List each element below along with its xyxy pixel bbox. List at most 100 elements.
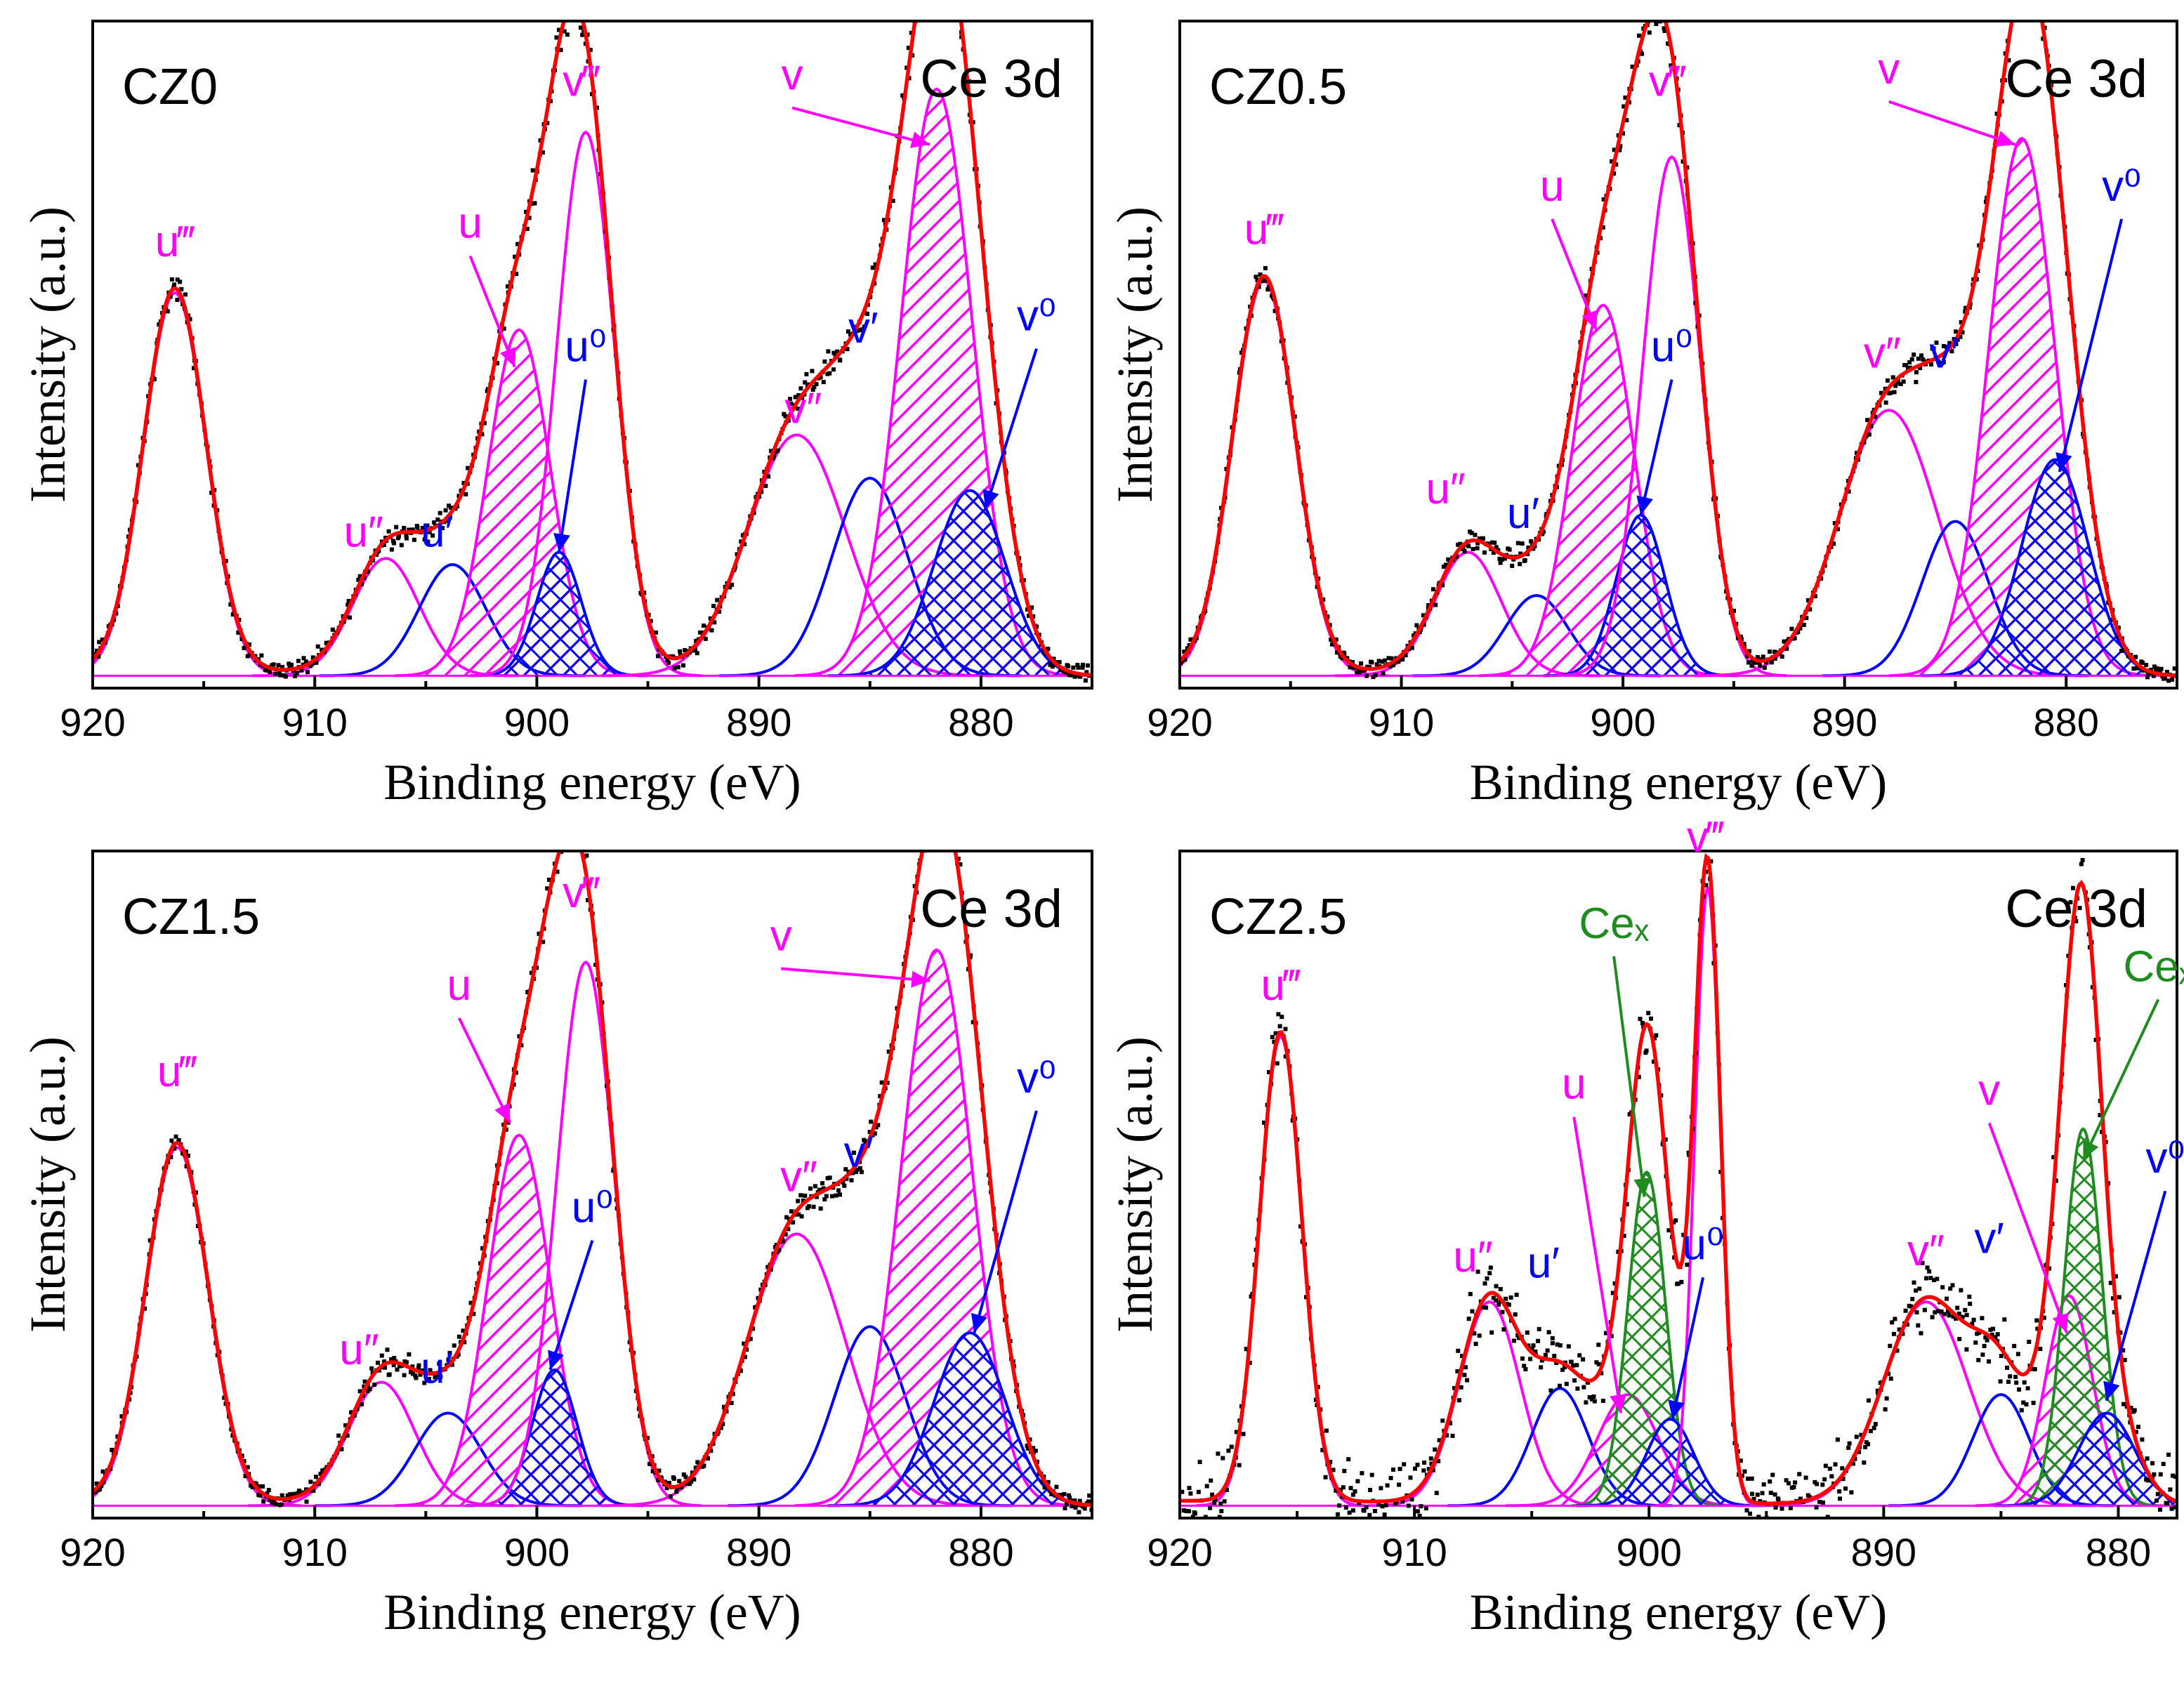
data-point xyxy=(94,648,99,653)
peak-label-v1: v′ xyxy=(1929,329,1959,377)
data-point xyxy=(169,277,174,282)
data-point xyxy=(683,648,688,652)
data-point xyxy=(506,284,510,289)
data-point xyxy=(1347,1510,1352,1515)
plot-frame xyxy=(1178,850,2178,1519)
data-point xyxy=(466,466,471,470)
data-point xyxy=(404,536,409,541)
data-point xyxy=(2166,1452,2171,1457)
data-point xyxy=(1536,1338,1541,1343)
data-point xyxy=(1838,1496,1842,1501)
data-point xyxy=(2171,1473,2175,1478)
data-point xyxy=(1421,613,1426,618)
data-point xyxy=(722,1404,726,1409)
data-point xyxy=(1247,1360,1252,1365)
data-point xyxy=(924,832,928,836)
data-point xyxy=(935,798,940,803)
data-point xyxy=(1262,1120,1266,1125)
data-point xyxy=(742,542,747,547)
data-point xyxy=(2079,862,2084,866)
data-point xyxy=(2014,0,2018,3)
data-point xyxy=(1450,1433,1455,1438)
data-point xyxy=(1850,1461,1855,1466)
data-point xyxy=(1415,1509,1420,1514)
data-point xyxy=(1987,1359,1992,1364)
data-point xyxy=(1886,1371,1891,1376)
data-point xyxy=(1514,1293,1519,1297)
data-point xyxy=(1049,1491,1054,1496)
data-point xyxy=(289,662,294,667)
data-point xyxy=(1545,1348,1550,1353)
data-point xyxy=(365,569,370,574)
data-point xyxy=(360,1402,364,1406)
data-point xyxy=(824,1194,829,1199)
data-point xyxy=(1489,1330,1494,1335)
data-point xyxy=(1780,1506,1784,1511)
data-point xyxy=(1084,670,1089,675)
data-point xyxy=(1914,1310,1919,1314)
data-point xyxy=(1958,334,1963,339)
data-point xyxy=(2155,1491,2160,1496)
data-point xyxy=(1927,1269,1932,1274)
data-point xyxy=(656,1478,661,1482)
data-point xyxy=(1334,637,1338,642)
data-point xyxy=(2006,58,2011,62)
data-point xyxy=(264,668,269,673)
data-point xyxy=(1575,1386,1580,1391)
data-point xyxy=(1778,1522,1782,1527)
data-point xyxy=(910,53,915,58)
annotation-arrow xyxy=(791,106,930,146)
data-point xyxy=(952,827,956,831)
annotation-arrowhead xyxy=(982,489,999,509)
data-point xyxy=(2071,885,2075,890)
peak-label-u2: u″ xyxy=(339,1326,379,1374)
data-point xyxy=(2136,666,2141,671)
data-point xyxy=(1909,1304,1914,1309)
data-point xyxy=(1654,1033,1659,1038)
data-point xyxy=(821,380,826,385)
data-point xyxy=(923,836,928,840)
peak-label-u1: u′ xyxy=(421,1344,453,1392)
data-point xyxy=(1523,1367,1528,1371)
x-tick-label: 910 xyxy=(1369,700,1434,744)
data-point xyxy=(267,1497,272,1502)
data-point xyxy=(525,990,530,994)
data-point xyxy=(1596,1361,1601,1366)
data-point xyxy=(404,1360,409,1365)
data-point xyxy=(1031,1446,1036,1451)
x-axis-label: Binding energy (eV) xyxy=(383,754,801,810)
data-point xyxy=(1963,305,1968,310)
peak-label-v0: v⁰ xyxy=(1017,292,1056,341)
x-tick-label: 920 xyxy=(60,1530,125,1574)
data-point xyxy=(1372,1509,1377,1513)
data-point xyxy=(1526,546,1531,550)
data-point xyxy=(1364,673,1369,678)
peak-label-u2: u″ xyxy=(1426,465,1465,513)
data-point xyxy=(1448,1421,1453,1425)
data-point xyxy=(414,1376,419,1380)
data-point xyxy=(1624,1202,1629,1207)
data-point xyxy=(1494,1298,1498,1303)
data-point xyxy=(1377,1523,1381,1527)
data-point xyxy=(1649,1016,1653,1021)
data-point xyxy=(1328,1460,1333,1464)
data-point xyxy=(1760,1491,1765,1496)
data-point xyxy=(1074,673,1079,678)
data-point xyxy=(1226,1449,1231,1453)
data-point xyxy=(343,1423,348,1427)
data-point xyxy=(1389,656,1394,661)
sample-name: CZ1.5 xyxy=(122,889,260,945)
data-point xyxy=(1320,1448,1325,1453)
data-point xyxy=(674,1489,679,1494)
data-point xyxy=(1888,390,1893,395)
data-point xyxy=(584,853,589,858)
x-axis-label: Binding energy (eV) xyxy=(1470,1584,1888,1640)
data-point xyxy=(1803,1475,1808,1480)
data-point xyxy=(567,822,572,826)
data-point xyxy=(1531,1343,1536,1348)
data-point xyxy=(525,226,529,231)
data-point xyxy=(2112,1310,2117,1314)
data-point xyxy=(1539,1365,1544,1370)
data-point xyxy=(1873,1422,1878,1427)
peak-label-u1: u′ xyxy=(1507,489,1539,538)
